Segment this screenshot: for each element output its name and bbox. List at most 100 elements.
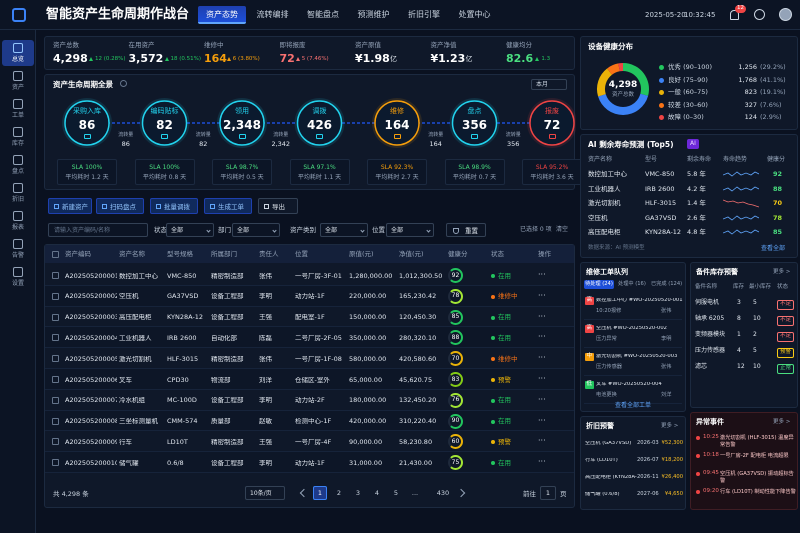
more-link[interactable]: 更多 >	[661, 423, 679, 429]
row-action[interactable]: ···	[538, 394, 546, 404]
workorder-item[interactable]	[584, 378, 682, 404]
workorder-tab[interactable]: 已完成 (124)	[651, 281, 683, 287]
workorder-item[interactable]	[584, 350, 682, 376]
row-action[interactable]: ···	[538, 332, 546, 342]
filter-select[interactable]: 全部	[386, 223, 434, 237]
checkbox[interactable]	[52, 292, 59, 300]
table-cell: 李明	[259, 293, 272, 300]
nav-tab[interactable]: 流转编排	[256, 10, 289, 19]
checkbox[interactable]	[52, 313, 59, 321]
nav-tab[interactable]: 折旧引擎	[408, 10, 440, 19]
column-header: 责任人	[259, 250, 279, 258]
toolbar-button[interactable]: 导出	[258, 198, 298, 214]
logo	[12, 8, 26, 22]
stage-sla: SLA 95.2%	[535, 164, 569, 171]
page-button[interactable]: 2	[336, 489, 342, 497]
reset-button[interactable]: 重置	[446, 223, 486, 237]
more-link[interactable]: 更多 >	[773, 269, 791, 275]
sidebar-item[interactable]: 设置	[2, 264, 34, 290]
next-page[interactable]	[456, 488, 466, 498]
checkbox[interactable]	[52, 251, 59, 258]
table-row[interactable]	[45, 265, 574, 286]
column-header: 剩余寿命	[687, 156, 712, 163]
row-action[interactable]: ···	[538, 290, 546, 300]
sidebar-item[interactable]: 库存	[2, 124, 34, 150]
table-row[interactable]	[45, 369, 574, 390]
table-row[interactable]	[45, 390, 574, 411]
help-icon[interactable]	[754, 9, 765, 20]
sidebar-item[interactable]: 资产	[2, 68, 34, 94]
table-row[interactable]	[45, 307, 574, 328]
checkbox[interactable]	[52, 334, 59, 342]
status-dot	[491, 274, 495, 278]
row-action[interactable]: ···	[538, 415, 546, 425]
checkbox[interactable]	[52, 396, 59, 404]
row-action[interactable]: ···	[538, 311, 546, 321]
button-icon	[210, 204, 215, 209]
page-button[interactable]: ...	[411, 489, 419, 497]
view-all-link[interactable]: 查看全部	[761, 245, 786, 252]
workorder-tab[interactable]: 待处理 (24)	[584, 280, 614, 290]
clear-link[interactable]: 清空	[556, 226, 569, 233]
stage-time: 平均耗时 2.7 天	[375, 174, 419, 181]
page-button[interactable]: 1	[313, 486, 327, 500]
nav-tab[interactable]: 智能盘点	[307, 10, 339, 19]
workorder-item[interactable]	[584, 294, 682, 320]
checkbox[interactable]	[52, 355, 59, 363]
toolbar-button[interactable]: 新建资产	[48, 198, 92, 214]
view-all-link[interactable]: 查看全部工单	[614, 402, 651, 409]
workorder-item[interactable]	[584, 322, 682, 348]
search-input[interactable]: 请输入资产编码/名称	[48, 223, 148, 237]
legend-percent: (29.2%)	[760, 63, 786, 71]
health-ring	[448, 288, 463, 304]
page-size-select[interactable]: 10条/页	[245, 486, 285, 500]
table-row[interactable]	[45, 431, 574, 453]
sidebar-item[interactable]: 折旧	[2, 180, 34, 206]
checkbox[interactable]	[52, 376, 59, 383]
nav-tab[interactable]: 处置中心	[458, 10, 491, 19]
checkbox[interactable]	[52, 459, 59, 467]
row-action[interactable]: ···	[538, 353, 546, 363]
row-action[interactable]: ···	[538, 436, 546, 446]
toolbar-button[interactable]: 扫码盘点	[96, 198, 144, 214]
filter-select[interactable]: 全部	[166, 223, 214, 237]
table-row[interactable]	[45, 327, 574, 349]
bell-icon[interactable]	[730, 10, 739, 20]
events-panel: 异常事件 更多 > 10:25 激光切割机 (HLF-3015) 温度异常告警 10:1…	[690, 412, 798, 510]
sidebar-item[interactable]: 报表	[2, 208, 34, 234]
page-button[interactable]: 4	[374, 489, 380, 497]
event-time: 10:25	[703, 434, 719, 440]
sidebar-item[interactable]: 工单	[2, 96, 34, 122]
row-action[interactable]: ···	[538, 270, 546, 279]
table-row[interactable]	[45, 410, 574, 432]
nav-tab[interactable]: 资产态势	[198, 6, 246, 24]
stock-status: 不足	[777, 332, 795, 342]
page-button[interactable]: 3	[355, 489, 361, 497]
workorder-tab[interactable]: 处理中 (16)	[618, 281, 646, 287]
table-row[interactable]	[45, 452, 574, 473]
donut-segment	[597, 68, 612, 97]
checkbox[interactable]	[52, 272, 59, 279]
period-select[interactable]: 本月	[531, 79, 567, 90]
checkbox[interactable]	[52, 417, 59, 425]
goto-input[interactable]: 1	[540, 486, 556, 500]
filter-select[interactable]: 全部	[232, 223, 280, 237]
table-row[interactable]	[45, 285, 574, 307]
filter-select[interactable]: 全部	[320, 223, 368, 237]
page-button[interactable]: 430	[436, 489, 450, 497]
toolbar-button[interactable]: 批量调拨	[150, 198, 198, 214]
row-action[interactable]: ···	[538, 374, 546, 383]
sidebar-item[interactable]: 总览	[2, 40, 34, 66]
nav-tab[interactable]: 预测维护	[357, 10, 390, 19]
sidebar-item[interactable]: 告警	[2, 236, 34, 262]
page-button[interactable]: 5	[393, 489, 399, 497]
sidebar-item[interactable]: 盘点	[2, 152, 34, 178]
row-action[interactable]: ···	[538, 457, 546, 467]
table-cell: 165,230.42	[399, 293, 437, 300]
avatar[interactable]	[779, 8, 792, 21]
prev-page[interactable]	[299, 488, 309, 498]
toolbar-button[interactable]: 生成工单	[204, 198, 252, 214]
more-link[interactable]: 更多 >	[773, 419, 791, 425]
checkbox[interactable]	[52, 438, 59, 446]
table-row[interactable]	[45, 348, 574, 369]
